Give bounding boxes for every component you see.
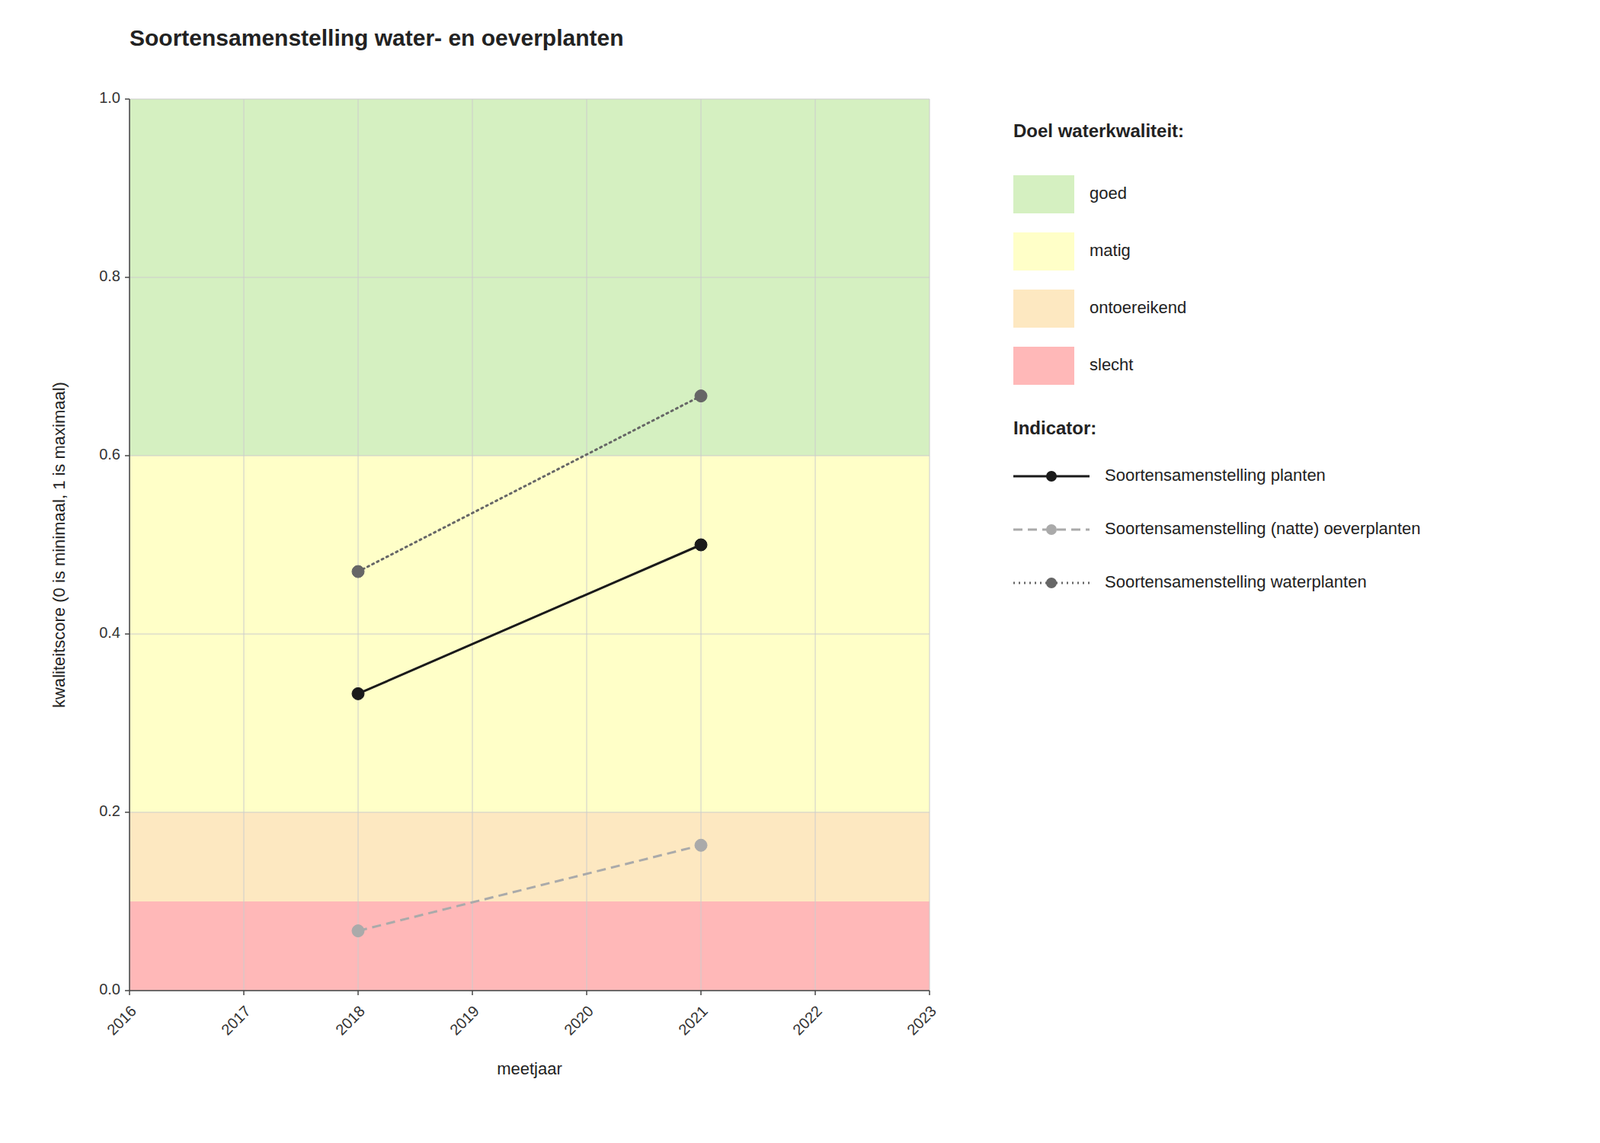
quality-band [129,901,930,991]
grid [129,99,930,991]
x-tick [814,990,816,996]
legend-label: Soortensamenstelling (natte) oeverplante… [1104,518,1421,538]
series-point [352,565,365,578]
x-tick [928,990,931,996]
grid-line-x [243,99,245,991]
series-line [358,844,701,931]
legend-swatch [1013,346,1075,385]
series-point [694,838,708,852]
x-tick [128,990,131,996]
legend-label: slecht [1089,355,1133,375]
series-point [694,538,708,551]
legend-label: goed [1089,183,1127,203]
grid-line-y [129,812,930,813]
legend-marker [1046,524,1057,535]
grid-line-x [472,99,474,991]
x-tick-label: 2017 [217,1001,254,1038]
x-axis-line [129,989,930,992]
legend-swatch [1013,232,1075,271]
quality-band [129,99,930,456]
x-axis-label: meetjaar [496,1059,563,1079]
grid-line-y [129,633,930,635]
y-tick [124,276,130,279]
legend-swatch [1013,175,1075,214]
legend-marker [1046,470,1057,482]
legend-label: Soortensamenstelling waterplanten [1104,572,1367,592]
grid-line-x [358,99,359,991]
x-tick [357,990,359,996]
legend-title: Indicator: [1013,417,1097,439]
x-tick [585,990,588,996]
y-tick-label: 1.0 [99,89,121,106]
series-point [352,687,365,700]
legend-swatch [1013,289,1075,328]
grid-line-x [129,99,131,991]
y-tick [124,98,130,100]
grid-line-x [586,99,588,991]
y-tick-label: 0.4 [99,624,121,641]
x-tick-label: 2016 [103,1001,140,1038]
y-tick-label: 0.2 [99,802,121,820]
series-point [694,390,708,403]
x-tick [243,990,245,996]
chart: Soortensamenstelling water- en oeverplan… [0,0,1600,1143]
y-tick [124,811,130,813]
grid-line-x [815,99,816,991]
legend-marker [1046,577,1057,589]
y-tick [124,633,130,635]
legend-title: Doel waterkwaliteit: [1013,120,1184,141]
y-tick-label: 0.0 [99,980,121,998]
x-tick-label: 2021 [675,1001,711,1038]
y-axis-line [128,99,131,991]
legend-label: ontoereikend [1089,297,1187,317]
series-line [358,544,701,694]
y-axis-label: kwaliteitscore (0 is minimaal, 1 is maxi… [49,381,69,708]
x-tick-label: 2019 [446,1001,483,1038]
grid-line-y [129,990,930,992]
legend-label: Soortensamenstelling planten [1104,465,1326,485]
x-tick-label: 2022 [789,1001,826,1038]
legend: Doel waterkwaliteit: goed matig ontoereiken… [1013,120,1421,592]
series-line [358,396,701,572]
x-tick-label: 2018 [332,1001,368,1038]
y-tick [124,454,130,457]
x-tick-label: 2020 [560,1001,597,1038]
y-tick-label: 0.8 [99,267,121,285]
grid-line-x [929,99,931,991]
x-tick [471,990,474,996]
series-point [352,924,365,938]
axes: 0.0 0.2 0.4 0.6 0.8 1.0 2016 2017 2018 2019 2020 20… [99,89,940,1038]
y-tick-label: 0.6 [99,445,121,463]
grid-line-y [129,455,930,457]
bands [129,99,930,991]
grid-line-y [129,277,930,279]
series-group [352,390,708,938]
grid-line-y [129,99,930,100]
title: Soortensamenstelling water- en oeverplan… [129,25,624,51]
x-tick [700,990,702,996]
legend-label: matig [1089,240,1131,260]
x-tick-label: 2023 [903,1001,940,1038]
y-tick [124,989,130,992]
quality-band [129,455,930,813]
